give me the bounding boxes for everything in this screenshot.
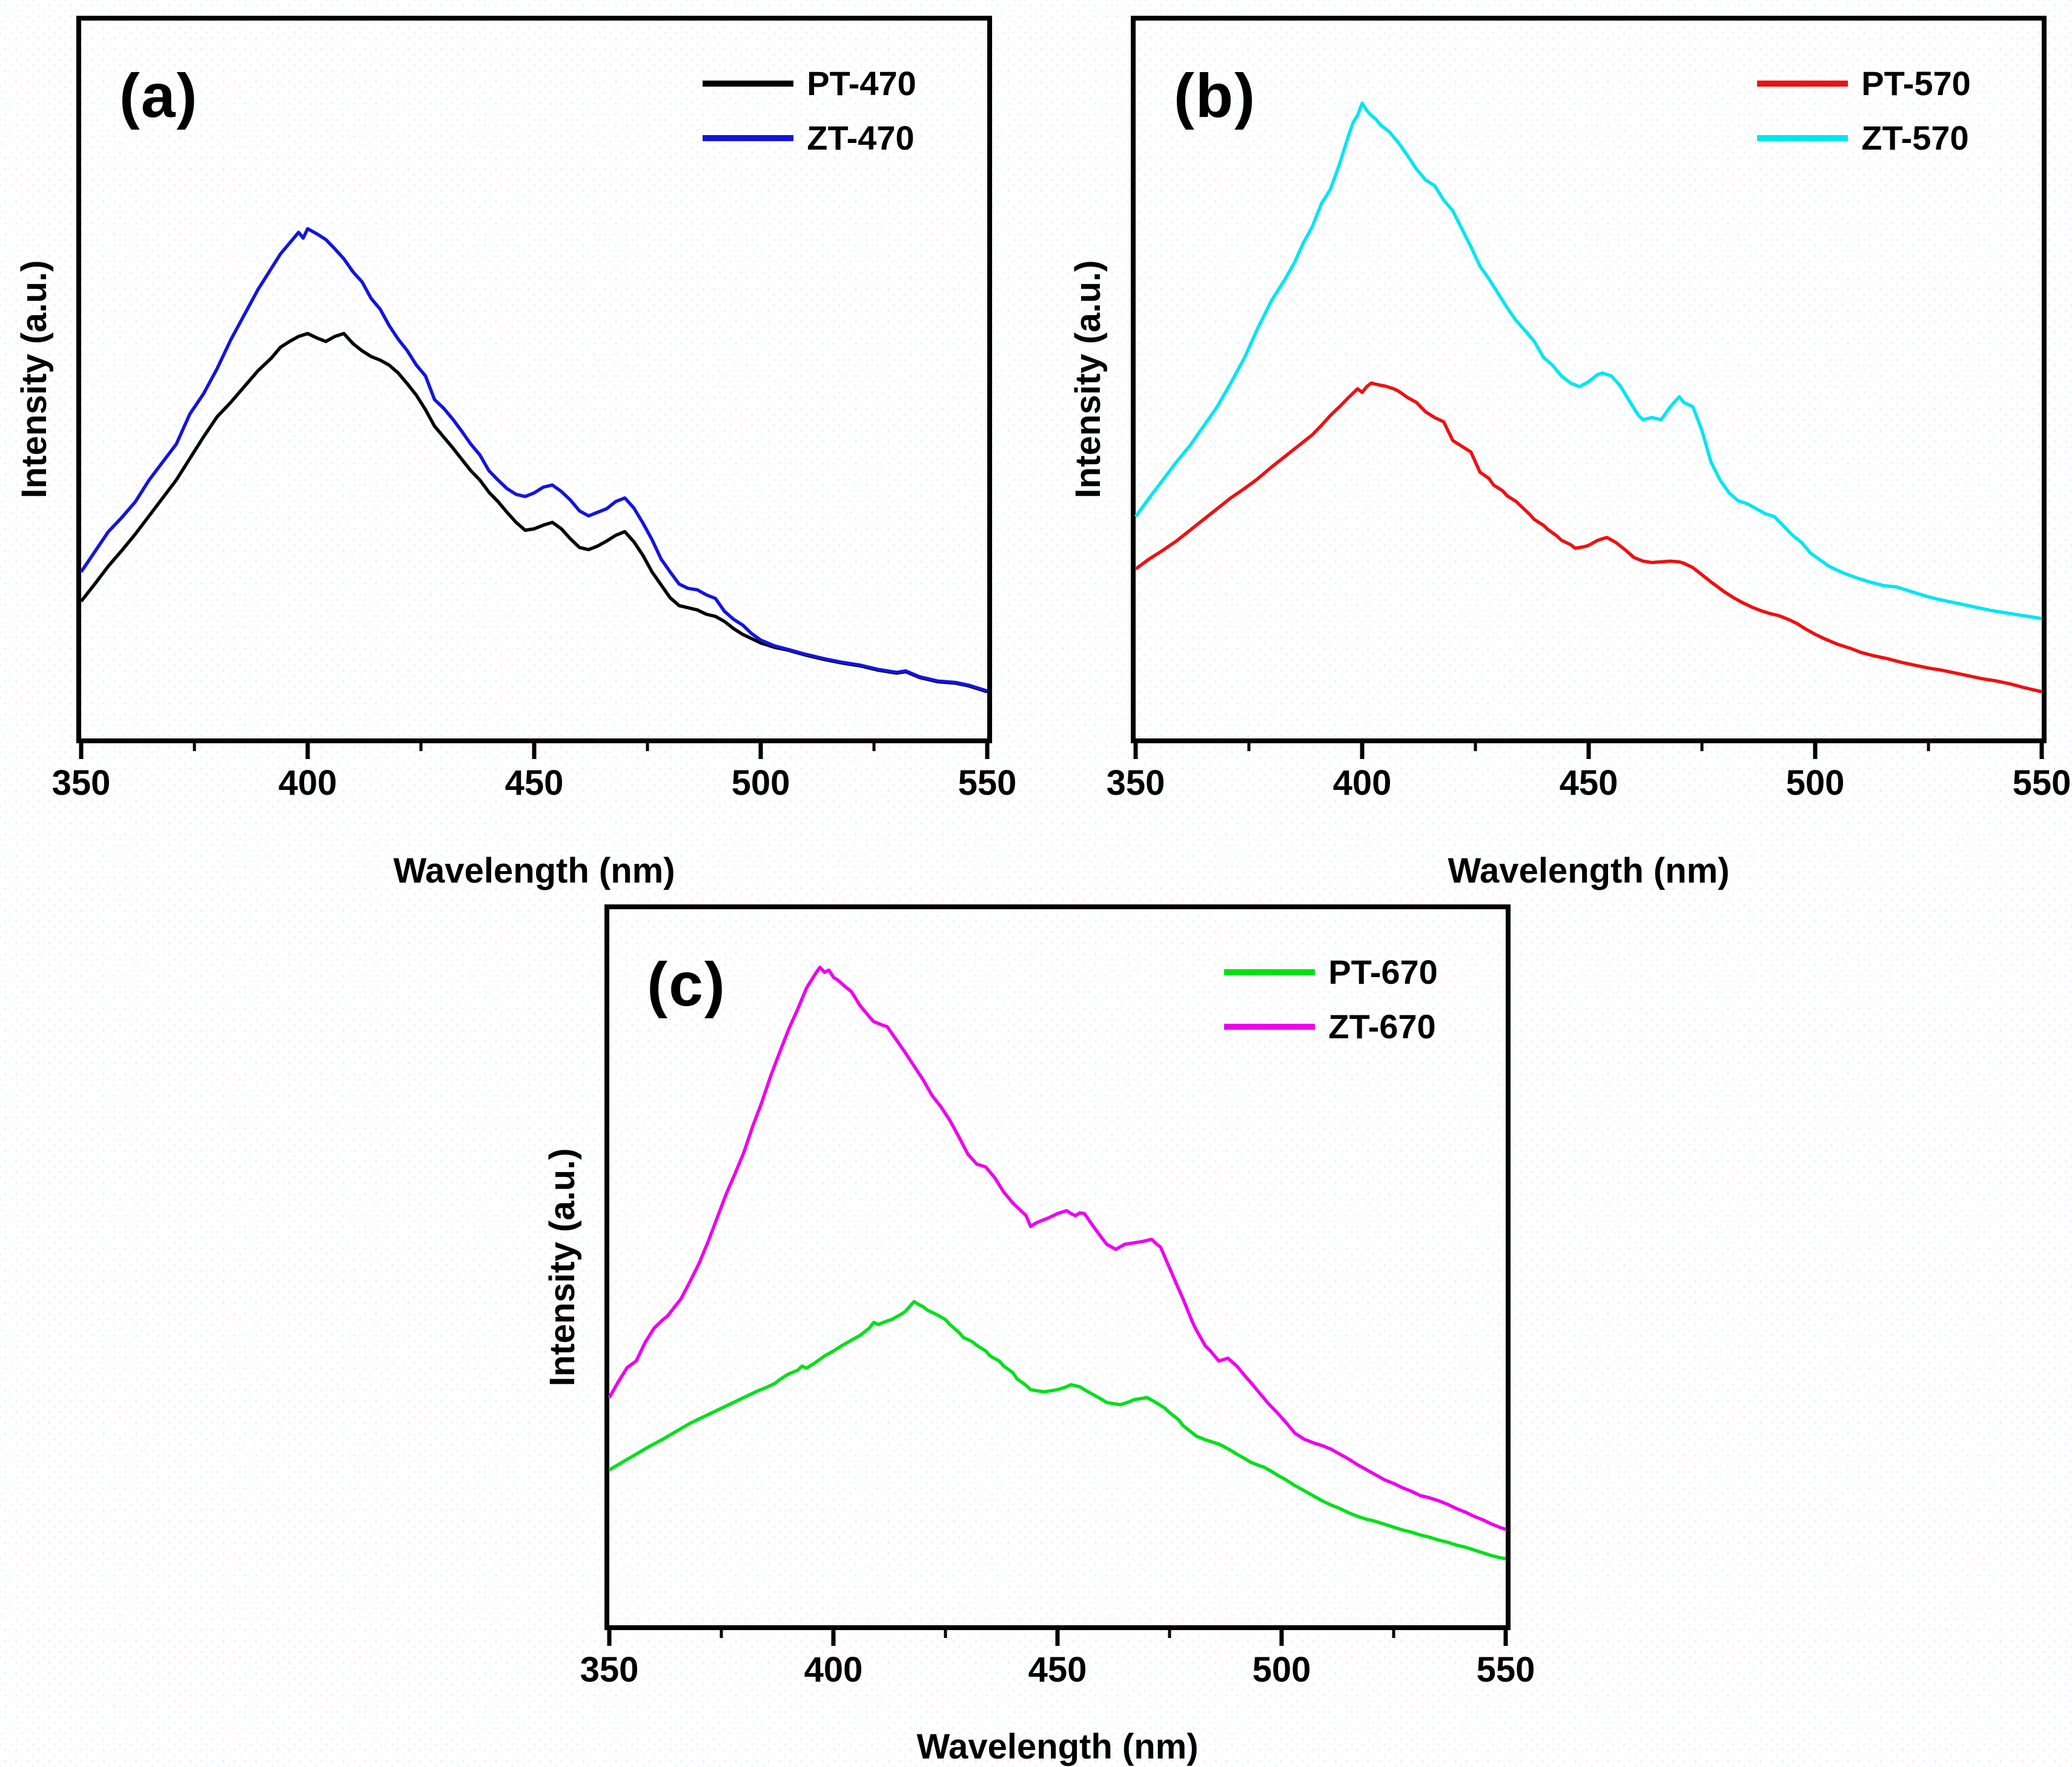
legend-line-swatch: [1757, 134, 1849, 141]
legend-line-swatch: [703, 80, 794, 87]
legend-line-swatch: [1224, 1023, 1316, 1030]
x-major-tick: [2039, 743, 2044, 759]
series-line-ZT-570: [1136, 103, 2042, 618]
x-major-tick: [1055, 1630, 1060, 1646]
legend-line-swatch: [1224, 969, 1316, 975]
legend-item: PT-570: [1757, 64, 1971, 102]
series-line-ZT-470: [81, 229, 987, 691]
x-minor-tick: [1474, 743, 1477, 751]
legend-label: ZT-570: [1861, 118, 1969, 157]
panel-letter-c: (c): [647, 950, 726, 1019]
legend-label: ZT-470: [807, 118, 915, 157]
y-axis-label-a: Intensity (a.u.): [15, 260, 54, 499]
legend-item: PT-470: [703, 64, 916, 102]
legend-line-swatch: [1757, 80, 1849, 87]
legend-item: ZT-470: [703, 121, 916, 155]
x-minor-tick: [720, 1630, 723, 1638]
series-line-PT-670: [609, 1302, 1506, 1559]
x-major-tick: [758, 743, 763, 759]
x-major-tick: [1813, 743, 1818, 759]
panel-letter-a: (a): [119, 61, 199, 131]
x-tick-label: 500: [1252, 1650, 1311, 1689]
x-minor-tick: [193, 743, 196, 751]
series-line-ZT-670: [609, 967, 1506, 1530]
plot-area-c: (c) PT-670 ZT-670 350 400 450 500 550: [580, 904, 1535, 1689]
x-axis-label-b: Wavelength (nm): [1448, 851, 1730, 890]
x-tick-label: 350: [580, 1650, 639, 1689]
x-tick-label: 350: [1106, 763, 1165, 803]
x-axis-label-c: Wavelength (nm): [916, 1727, 1199, 1766]
x-tick-label: 550: [2012, 763, 2071, 803]
x-major-tick: [1586, 743, 1591, 759]
x-major-tick: [1360, 743, 1365, 759]
x-tick-label: 500: [1786, 763, 1845, 803]
x-major-tick: [79, 743, 84, 759]
x-major-tick: [1279, 1630, 1284, 1646]
x-minor-tick: [1392, 1630, 1395, 1638]
x-axis-label-a: Wavelength (nm): [393, 851, 675, 890]
x-major-tick: [1503, 1630, 1508, 1646]
x-tick-label: 400: [1332, 763, 1392, 803]
x-minor-tick: [1927, 743, 1930, 751]
x-minor-tick: [872, 743, 876, 751]
x-tick-label: 450: [505, 763, 564, 803]
x-tick-label: 550: [1476, 1650, 1535, 1689]
x-minor-tick: [944, 1630, 947, 1638]
legend-label: ZT-670: [1328, 1007, 1436, 1046]
x-minor-tick: [646, 743, 649, 751]
legend-label: PT-470: [807, 64, 916, 102]
legend-c: PT-670 ZT-670: [1224, 955, 1438, 1044]
series-line-PT-470: [81, 334, 987, 692]
x-major-tick: [305, 743, 310, 759]
x-major-tick: [985, 743, 990, 759]
legend-item: PT-670: [1224, 955, 1438, 989]
x-minor-tick: [419, 743, 423, 751]
x-major-tick: [532, 743, 537, 759]
y-axis-label-c: Intensity (a.u.): [543, 1148, 582, 1387]
panel-letter-b: (b): [1173, 61, 1257, 131]
x-minor-tick: [1700, 743, 1704, 751]
x-tick-label: 450: [1559, 763, 1618, 803]
legend-line-swatch: [703, 134, 794, 141]
x-major-tick: [607, 1630, 612, 1646]
x-minor-tick: [1247, 743, 1251, 751]
x-major-tick: [1133, 743, 1138, 759]
series-line-PT-570: [1136, 383, 2042, 692]
x-minor-tick: [1168, 1630, 1171, 1638]
x-tick-label: 500: [731, 763, 790, 803]
legend-a: PT-470 ZT-470: [703, 64, 916, 155]
spectra-curves-b: [1136, 21, 2042, 738]
x-tick-label: 350: [51, 763, 111, 803]
legend-label: PT-670: [1328, 952, 1438, 991]
legend-label: PT-570: [1861, 64, 1971, 102]
spectra-curves-c: [609, 909, 1506, 1625]
plot-area-a: (a) PT-470 ZT-470 350 400 450 500 550: [52, 16, 1016, 802]
legend-item: ZT-670: [1224, 1007, 1438, 1046]
spectra-curves-a: [81, 21, 987, 738]
x-tick-label: 550: [958, 763, 1017, 803]
x-tick-label: 400: [804, 1650, 863, 1689]
x-tick-label: 400: [278, 763, 337, 803]
y-axis-label-b: Intensity (a.u.): [1068, 260, 1108, 499]
legend-b: PT-570 ZT-570: [1757, 64, 1971, 155]
x-major-tick: [831, 1630, 836, 1646]
plot-area-b: (b) PT-570 ZT-570 350 400 450 500 550: [1107, 16, 2071, 802]
x-tick-label: 450: [1028, 1650, 1087, 1689]
legend-item: ZT-570: [1757, 121, 1971, 155]
